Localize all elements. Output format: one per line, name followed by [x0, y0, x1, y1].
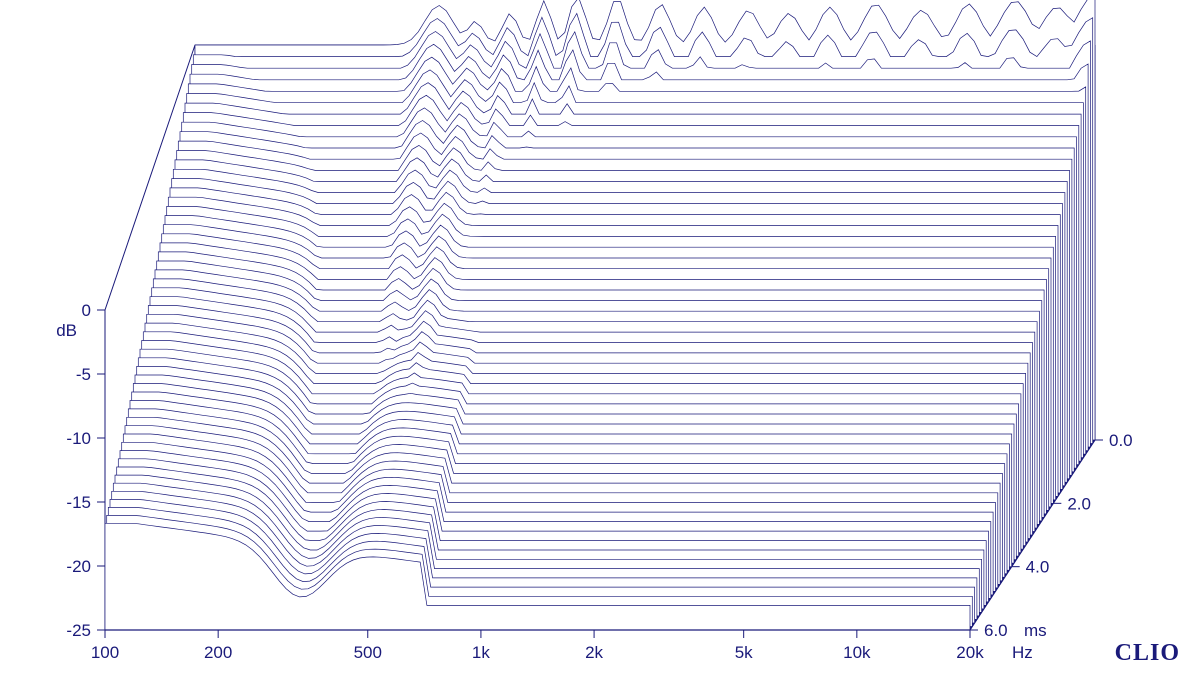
z-tick-label: 2.0: [1067, 494, 1091, 513]
waterfall-slices: [105, 0, 1095, 630]
y-tick-label: -20: [66, 557, 91, 576]
waterfall-plot: 100 200 500 1k 2k 5k 10k 20k Hz 0 -5 -10 -15 -20 -25 dB…: [0, 0, 1200, 691]
y-tick-label: -15: [66, 493, 91, 512]
x-tick-label: 500: [354, 643, 382, 662]
y-axis: 0 -5 -10 -15 -20 -25 dB: [56, 301, 105, 640]
x-tick-label: 5k: [735, 643, 753, 662]
z-tick-label: 4.0: [1026, 558, 1050, 577]
y-tick-label: 0: [82, 301, 91, 320]
brand-label: CLIO: [1115, 640, 1180, 666]
x-axis-unit: Hz: [1012, 643, 1033, 662]
x-tick-label: 1k: [472, 643, 490, 662]
y-tick-label: -25: [66, 621, 91, 640]
y-tick-label: -10: [66, 429, 91, 448]
x-tick-label: 2k: [585, 643, 603, 662]
x-tick-label: 100: [91, 643, 119, 662]
x-axis: 100 200 500 1k 2k 5k 10k 20k Hz: [91, 630, 1033, 662]
z-tick-label: 0.0: [1109, 431, 1133, 450]
x-tick-label: 200: [204, 643, 232, 662]
y-tick-label: -5: [76, 365, 91, 384]
y-axis-unit: dB: [56, 321, 77, 340]
x-tick-label: 10k: [843, 643, 871, 662]
z-axis-unit: ms: [1024, 621, 1047, 640]
z-tick-label: 6.0: [984, 621, 1008, 640]
x-tick-label: 20k: [956, 643, 984, 662]
